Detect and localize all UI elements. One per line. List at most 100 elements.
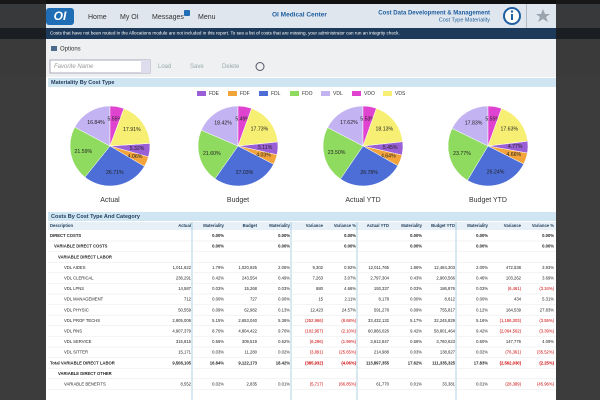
table-cell: 727 — [250, 297, 258, 302]
table-cell: (76,361) — [505, 350, 521, 355]
table-cell: (35.52%) — [537, 350, 555, 355]
slice-label: 17.62% — [340, 120, 358, 126]
slice-label: 4.03% — [256, 153, 271, 159]
slice-label: 5.55% — [485, 117, 500, 123]
table-cell: 2,653,040 — [238, 318, 257, 323]
table-cell: 0.03% — [212, 350, 224, 355]
dropdown[interactable] — [141, 60, 150, 73]
column-header: Materiality — [269, 223, 290, 228]
table-cell: 0.00% — [278, 244, 290, 249]
table-cell: 9,122,173 — [238, 360, 257, 365]
slice-label: 5.11% — [258, 145, 273, 151]
favorite-placeholder[interactable]: Favorite Name — [54, 64, 94, 70]
slice-label: 5.32% — [130, 146, 145, 152]
table-cell: 5.31% — [542, 297, 554, 302]
table-cell: (1.99%) — [341, 339, 356, 344]
row-label: VARIABLE DIRECT COSTS — [54, 244, 108, 249]
table-title: Costs By Cost Type And Category — [51, 214, 141, 220]
column-header: Variance — [504, 223, 522, 228]
table-cell: 5.15% — [212, 318, 224, 323]
table-cell: (6,461) — [508, 286, 522, 291]
table-cell: (102,957) — [305, 329, 324, 334]
table-cell: 2.11% — [344, 297, 356, 302]
pie-slice — [487, 108, 528, 147]
bezel-right — [556, 0, 600, 400]
table-cell: 591,278 — [374, 307, 390, 312]
nav-item[interactable]: My OI — [120, 14, 139, 21]
pie-title: Actual YTD — [345, 197, 380, 204]
toolbar-button[interactable]: Load — [158, 64, 171, 70]
slice-label: 26.24% — [487, 170, 505, 176]
table-cell: 2.00% — [476, 265, 488, 270]
table-cell: 8,178 — [379, 297, 390, 302]
table-cell: 680 — [316, 286, 324, 291]
legend-label: FDE — [209, 91, 220, 97]
table-cell: 0.09% — [410, 307, 422, 312]
slice-label: 18.42% — [214, 121, 232, 127]
table-cell: 8,612 — [445, 297, 456, 302]
logo[interactable]: OI — [54, 9, 67, 23]
table-cell: 12,423 — [310, 307, 323, 312]
toolbar-button[interactable]: Save — [190, 64, 204, 70]
slice-label: 27.03% — [236, 170, 254, 176]
table-cell: 0.56% — [212, 339, 224, 344]
table-cell: 8.70% — [212, 329, 224, 334]
table-cell: (1,186,303) — [500, 318, 522, 323]
app-title: Cost Data Development & Management — [378, 11, 490, 17]
table-cell: 61,770 — [376, 382, 389, 387]
table-cell: 5.16% — [476, 318, 488, 323]
column-header: Materiality — [467, 223, 488, 228]
table-cell: 0.49% — [278, 276, 290, 281]
table-cell: (2,064,562) — [500, 329, 522, 334]
table-cell: 0.00% — [212, 297, 224, 302]
options-button[interactable]: Options — [60, 47, 81, 53]
table-cell: 315,815 — [176, 339, 192, 344]
table-cell: 0.00% — [476, 297, 488, 302]
table-cell: 15,268 — [244, 286, 257, 291]
info-glyph — [511, 14, 513, 20]
table-cell: 0.01% — [410, 382, 422, 387]
table-cell: 32,245,829 — [434, 318, 456, 323]
table-cell: 0.00% — [410, 233, 422, 238]
table-cell: (3.55%) — [539, 318, 554, 323]
options-icon — [51, 46, 57, 51]
column-header: Materiality — [401, 223, 422, 228]
section-header — [48, 212, 556, 221]
table-cell: (3.39%) — [539, 329, 554, 334]
table-cell: 0.00% — [212, 244, 224, 249]
pie-slice — [467, 145, 525, 187]
nav-item[interactable]: Menu — [198, 14, 216, 21]
table-cell: (2.25%) — [539, 360, 554, 365]
logo-bg[interactable] — [46, 8, 74, 25]
favorite-star[interactable] — [536, 9, 550, 22]
table-cell: 164,539 — [506, 307, 522, 312]
table-cell: 0.02% — [212, 382, 224, 387]
table-cell: 0.03% — [212, 286, 224, 291]
pie-charts: FDE FDF FDL FDO VDL VDO VDS 5.32% 4.06% 26.71% 21.… — [69, 91, 529, 204]
slice-label: 16.84% — [87, 120, 105, 126]
row-label: VDL PHYSIC — [64, 307, 89, 312]
pie-slice — [451, 105, 489, 147]
table-cell: 1,020,925 — [238, 265, 257, 270]
table-cell: 2.06% — [278, 265, 290, 270]
legend-swatch — [352, 91, 361, 96]
row-label: VDL MANAGEMENT — [64, 297, 104, 302]
table-cell: 0.03% — [410, 350, 422, 355]
slice-label: 17.91% — [123, 127, 141, 133]
table-cell: 3.93% — [542, 265, 554, 270]
table-cell: 3.07% — [344, 276, 356, 281]
info-glyph — [510, 10, 514, 13]
nav-item[interactable]: Home — [88, 14, 107, 21]
table-cell: (66.85%) — [339, 382, 357, 387]
nav-item[interactable]: Messages — [152, 14, 184, 21]
slice-label: 4.77% — [508, 144, 523, 150]
table-cell: 9,302 — [313, 265, 324, 270]
table-cell: 9.42% — [476, 329, 488, 334]
badge — [184, 10, 190, 16]
toolbar-button[interactable]: Delete — [222, 64, 240, 70]
help-icon[interactable] — [255, 62, 265, 71]
table-cell: 0.01% — [476, 382, 488, 387]
table-cell: 27.83% — [540, 307, 554, 312]
table-cell: 0.62% — [278, 339, 290, 344]
